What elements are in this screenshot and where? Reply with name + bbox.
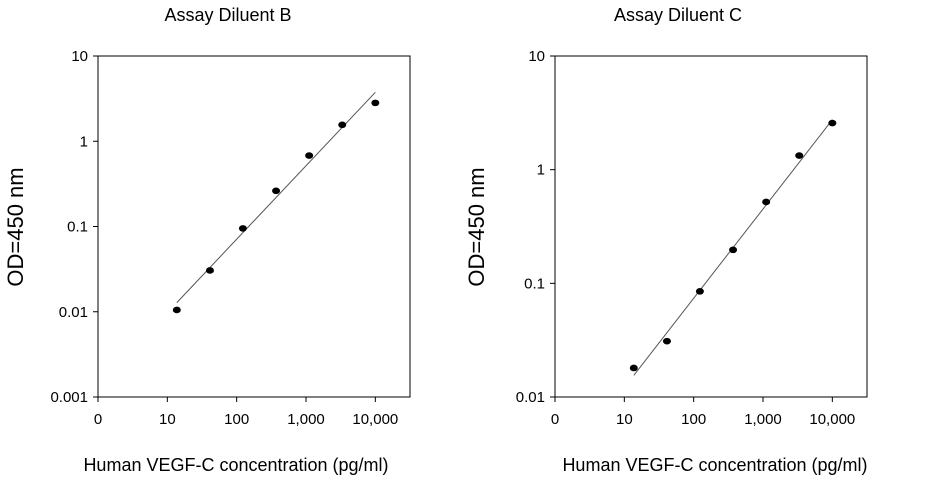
y-tick-label: 0.001 <box>50 389 88 406</box>
plot-frame <box>97 55 411 398</box>
data-point <box>629 364 638 372</box>
data-point <box>828 119 837 127</box>
y-tick-label: 1 <box>80 133 88 150</box>
data-point <box>662 337 671 345</box>
data-points <box>629 119 837 372</box>
x-tick-label: 10,000 <box>352 411 398 428</box>
data-point <box>305 152 314 159</box>
data-point <box>729 246 738 254</box>
axis-ticks: 0 10 100 1,000 10,000 0.01 0.1 1 10 <box>516 48 855 428</box>
x-tick-label: 0 <box>94 411 102 428</box>
data-point <box>795 152 804 159</box>
y-tick-label: 0.1 <box>524 275 545 292</box>
data-point <box>762 198 771 206</box>
axis-ticks: 0 10 100 1,000 10,000 0.001 0.01 0.1 1 10 <box>50 48 398 428</box>
chart-title: Assay Diluent C <box>614 5 742 25</box>
data-point <box>371 99 380 107</box>
data-point <box>172 306 181 314</box>
chart-title: Assay Diluent B <box>164 5 291 25</box>
data-point <box>695 288 704 295</box>
x-tick-label: 100 <box>681 411 706 428</box>
x-tick-label: 1,000 <box>744 411 782 428</box>
x-axis-label: Human VEGF-C concentration (pg/ml) <box>562 455 867 475</box>
y-tick-label: 0.01 <box>59 304 88 321</box>
data-point <box>238 225 247 232</box>
x-tick-label: 0 <box>551 411 559 428</box>
data-point <box>205 267 214 274</box>
y-tick-label: 0.1 <box>67 219 88 236</box>
y-tick-label: 10 <box>528 48 545 65</box>
data-points <box>172 99 380 314</box>
y-axis-label: OD=450 nm <box>464 167 489 286</box>
x-tick-label: 1,000 <box>287 411 325 428</box>
chart-panel-diluent-b: Assay Diluent B 0 10 100 1,000 10,000 0.001 0.… <box>3 5 411 475</box>
plot-frame <box>554 55 868 398</box>
x-axis-label: Human VEGF-C concentration (pg/ml) <box>83 455 388 475</box>
x-tick-label: 10 <box>616 411 633 428</box>
y-tick-label: 1 <box>537 162 545 179</box>
y-tick-label: 10 <box>71 48 88 65</box>
x-tick-label: 100 <box>224 411 249 428</box>
x-tick-label: 10 <box>159 411 176 428</box>
x-tick-label: 10,000 <box>809 411 855 428</box>
data-point <box>338 121 347 129</box>
y-tick-label: 0.01 <box>516 389 545 406</box>
data-point <box>272 187 281 195</box>
y-axis-label: OD=450 nm <box>3 167 28 286</box>
chart-panel-diluent-c: Assay Diluent C 0 10 100 1,000 10,000 0.01 0.1… <box>464 5 868 475</box>
